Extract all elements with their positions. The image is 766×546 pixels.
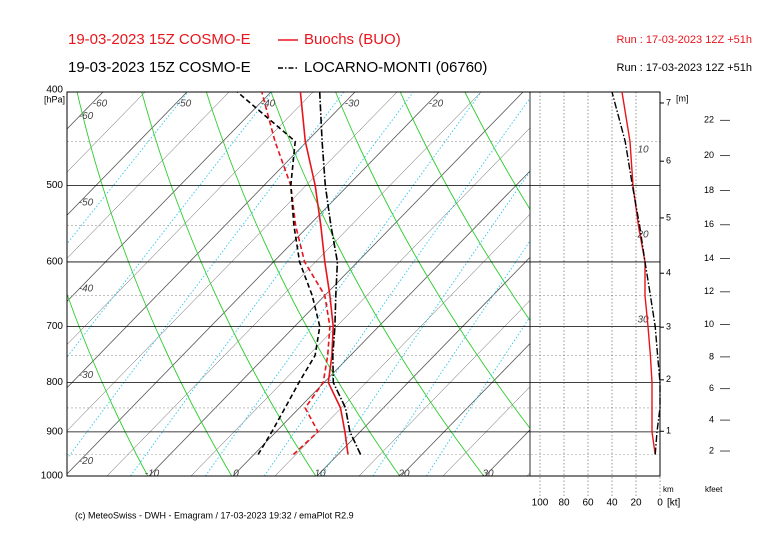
isotherm-label: -60: [93, 99, 108, 110]
kft-tick-label: 20: [704, 150, 714, 160]
isotherm-label: -40: [79, 284, 94, 295]
kft-tick-label: 2: [709, 445, 714, 455]
legend-title: 19-03-2023 15Z COSMO-E: [68, 59, 251, 76]
kft-tick-label: 16: [704, 219, 714, 229]
km-top-label: [m]: [676, 93, 689, 103]
isotherm-label: -50: [177, 99, 192, 110]
annotation: 20: [636, 230, 649, 241]
legend-name: LOCARNO-MONTI (06760): [304, 59, 487, 76]
kft-tick-label: 18: [704, 185, 714, 195]
km-tick-label: 1: [666, 426, 671, 436]
run-label: Run : 17-03-2023 12Z +51h: [617, 62, 752, 74]
isotherm-label: -60: [79, 111, 94, 122]
kft-tick-label: 10: [704, 319, 714, 329]
kft-tick-label: 12: [704, 286, 714, 296]
isotherm-label: -10: [145, 469, 160, 480]
kft-label: kfeet: [705, 485, 723, 494]
y-axis-label: [hPa]: [44, 94, 65, 104]
isotherm-label: -40: [261, 99, 276, 110]
legend-title: 19-03-2023 15Z COSMO-E: [68, 31, 251, 48]
y-tick-label: 900: [46, 426, 63, 437]
kft-tick-label: 8: [709, 351, 714, 361]
km-tick-label: 3: [666, 322, 671, 332]
km-tick-label: 6: [666, 156, 671, 166]
wind-tick-label: 60: [582, 498, 594, 509]
y-tick-label: 700: [46, 321, 63, 332]
km-tick-label: 2: [666, 374, 671, 384]
wind-tick-label: 0: [657, 498, 663, 509]
run-label: Run : 17-03-2023 12Z +51h: [617, 34, 752, 46]
kft-tick-label: 22: [704, 115, 714, 125]
isotherm-label: -20: [79, 456, 94, 467]
km-label: km: [663, 485, 674, 494]
wind-axis-label: [kt]: [667, 498, 681, 509]
isotherm-label: 0: [233, 469, 239, 480]
kft-tick-label: 4: [709, 414, 714, 424]
wind-tick-label: 100: [532, 498, 549, 509]
footer: (c) MeteoSwiss - DWH - Emagram / 17-03-2…: [75, 510, 354, 520]
isotherm-label: -30: [79, 370, 94, 381]
isotherm-label: -20: [429, 99, 444, 110]
km-tick-label: 7: [666, 97, 671, 107]
km-tick-label: 5: [666, 212, 671, 222]
wind-tick-label: 20: [630, 498, 642, 509]
isotherm-label: -30: [345, 99, 360, 110]
legend-name: Buochs (BUO): [304, 31, 401, 48]
km-tick-label: 4: [666, 268, 671, 278]
annotation: 10: [637, 145, 649, 156]
kft-tick-label: 6: [709, 383, 714, 393]
isotherm-label: -50: [79, 197, 94, 208]
isotherm-label: 30: [482, 469, 494, 480]
wind-tick-label: 40: [606, 498, 618, 509]
y-tick-label: 600: [46, 257, 63, 268]
kft-tick-label: 14: [704, 253, 714, 263]
isotherm-label: 20: [397, 469, 410, 480]
isotherm-label: 10: [314, 469, 326, 480]
y-tick-label: 800: [46, 377, 63, 388]
y-tick-label: 1000: [41, 471, 64, 482]
wind-tick-label: 80: [558, 498, 570, 509]
y-tick-label: 500: [46, 180, 63, 191]
